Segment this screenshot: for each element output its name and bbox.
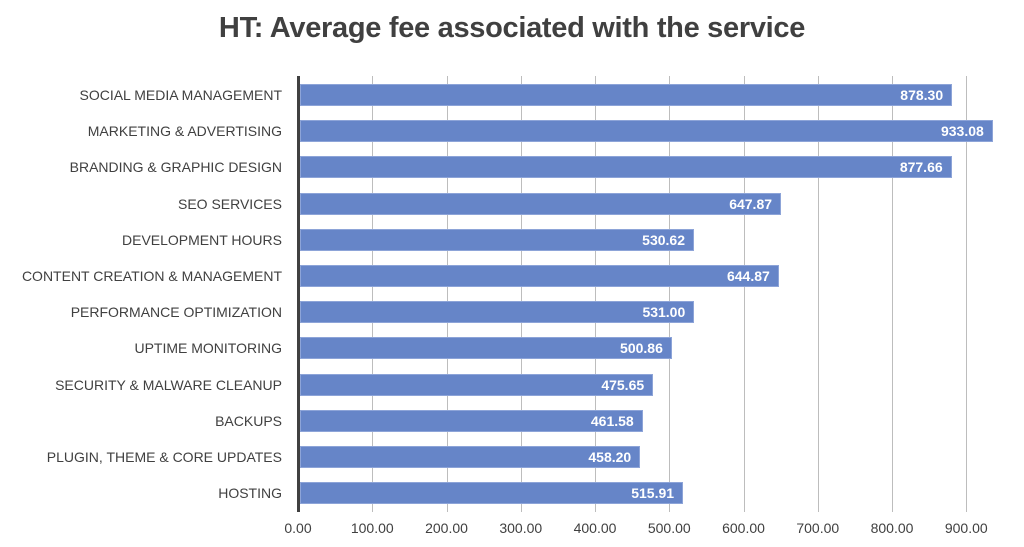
- bar-value-label: 500.86: [620, 340, 663, 357]
- bar-value-label: 530.62: [642, 231, 685, 248]
- y-axis-line: [297, 76, 300, 512]
- bar: 500.86: [300, 337, 672, 360]
- category-label: SOCIAL MEDIA MANAGEMENT: [79, 87, 282, 103]
- category-label: MARKETING & ADVERTISING: [87, 123, 282, 140]
- bar-value-label: 475.65: [601, 376, 645, 393]
- category-label: BACKUPS: [215, 412, 282, 429]
- bar: 458.20: [300, 446, 641, 468]
- gridline: [669, 76, 671, 512]
- x-tick-label: 0.00: [284, 520, 312, 536]
- bar: 531.00: [300, 301, 695, 324]
- bar: 475.65: [300, 373, 654, 396]
- x-tick-label: 200.00: [425, 520, 468, 536]
- bar-value-label: 933.08: [940, 123, 984, 140]
- bar-value-label: 644.87: [726, 268, 770, 284]
- gridline: [446, 76, 448, 512]
- category-label: SEO SERVICES: [177, 195, 282, 212]
- x-tick-label: 900.00: [944, 520, 988, 536]
- bar: 515.91: [300, 482, 684, 505]
- gridline: [817, 76, 819, 512]
- bar-value-label: 531.00: [642, 304, 686, 321]
- chart-title: HT: Average fee associated with the serv…: [218, 12, 806, 44]
- gridline: [520, 76, 522, 512]
- bar: 644.87: [300, 265, 779, 287]
- gridline: [892, 76, 893, 512]
- bar-value-label: 877.66: [899, 159, 943, 176]
- bar-value-label: 878.30: [900, 87, 944, 103]
- x-tick-label: 600.00: [722, 520, 765, 536]
- gridline: [743, 76, 745, 512]
- bar-value-label: 461.58: [590, 412, 634, 429]
- bar: 878.30: [300, 84, 953, 106]
- bar: 877.66: [300, 156, 952, 179]
- x-tick-label: 400.00: [573, 520, 617, 536]
- category-label: PLUGIN, THEME & CORE UPDATES: [46, 449, 282, 465]
- gridline: [595, 76, 596, 512]
- x-tick-label: 800.00: [870, 520, 914, 536]
- category-label: PERFORMANCE OPTIMIZATION: [70, 304, 282, 321]
- bar: 530.62: [300, 228, 694, 251]
- x-tick-label: 100.00: [350, 520, 394, 536]
- x-tick-label: 700.00: [796, 520, 840, 536]
- gridline: [372, 76, 374, 512]
- category-label: DEVELOPMENT HOURS: [122, 231, 282, 248]
- category-label: UPTIME MONITORING: [134, 340, 282, 357]
- bar-value-label: 515.91: [631, 485, 675, 502]
- category-label: BRANDING & GRAPHIC DESIGN: [69, 159, 282, 176]
- x-tick-label: 300.00: [499, 520, 543, 536]
- bar: 933.08: [300, 120, 993, 143]
- x-tick-label: 500.00: [647, 520, 691, 536]
- gridline: [966, 76, 968, 512]
- bar: 647.87: [300, 192, 782, 215]
- bar-value-label: 647.87: [729, 195, 773, 212]
- category-label: CONTENT CREATION & MANAGEMENT: [21, 268, 282, 284]
- plot-area: 878.30 933.08 877.66 647.87 530.62 644.87 531.…: [298, 76, 998, 512]
- bar: 461.58: [300, 409, 643, 432]
- bar-value-label: 458.20: [588, 449, 632, 465]
- category-label: HOSTING: [218, 485, 282, 502]
- category-label: SECURITY & MALWARE CLEANUP: [55, 376, 282, 393]
